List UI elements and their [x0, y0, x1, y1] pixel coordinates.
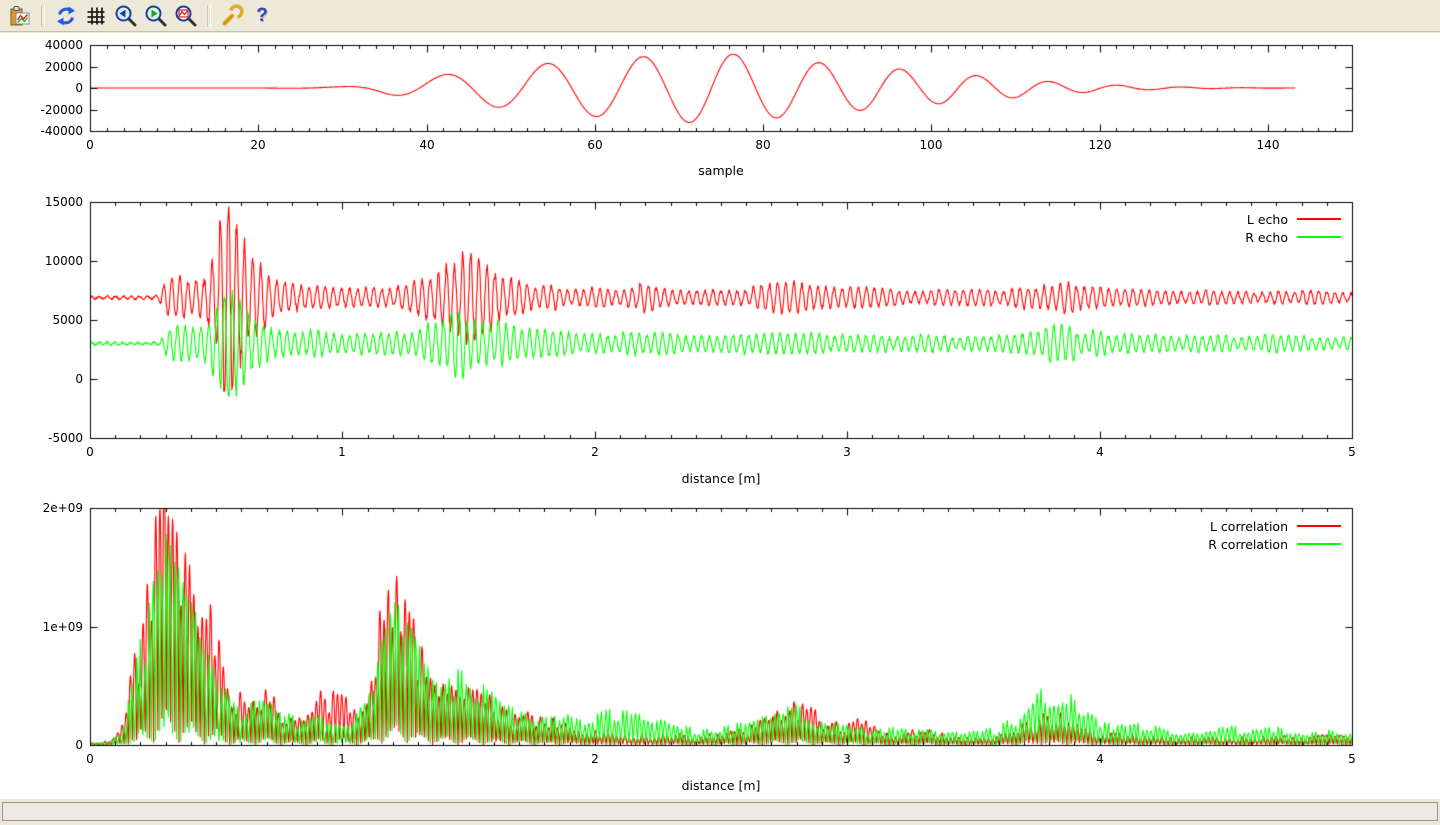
- x-axis-label-distance-correlation: distance [m]: [681, 778, 761, 793]
- copy-to-clipboard-button[interactable]: [6, 2, 34, 29]
- legend-label: R echo: [1245, 229, 1288, 245]
- legend-line-sample: [1297, 543, 1341, 545]
- legend-label: R correlation: [1208, 536, 1288, 552]
- legend-entry: R echo: [1091, 228, 1341, 246]
- plot-canvas[interactable]: [0, 33, 1440, 798]
- legend-entry: R correlation: [1091, 535, 1341, 553]
- toggle-grid-button[interactable]: [82, 2, 110, 29]
- legend-correlation: L correlation R correlation: [1091, 517, 1341, 553]
- legend-label: L echo: [1246, 211, 1288, 227]
- refresh-icon: [57, 6, 75, 25]
- configure-button[interactable]: [218, 2, 246, 29]
- help-button[interactable]: ?: [248, 2, 276, 29]
- grid-icon: [87, 7, 105, 24]
- zoom-previous-button[interactable]: [112, 2, 140, 29]
- toolbar-separator: [207, 4, 211, 27]
- zoom-previous-icon: [115, 5, 137, 26]
- zoom-next-button[interactable]: [142, 2, 170, 29]
- apply-autoscale-button[interactable]: [172, 2, 200, 29]
- legend-echo: L echo R echo: [1091, 210, 1341, 246]
- zoom-autoscale-icon: [175, 5, 197, 26]
- plot-region: 0 20 40 60 80 100 120 140 -40000 -20000 0 20000 4000…: [0, 33, 1440, 798]
- legend-line-sample: [1297, 525, 1341, 527]
- toolbar-separator: [41, 4, 45, 27]
- legend-entry: L correlation: [1091, 517, 1341, 535]
- replot-button[interactable]: [52, 2, 80, 29]
- status-bar: [0, 798, 1440, 825]
- clipboard-plot-icon: [10, 5, 30, 25]
- toolbar: ?: [0, 0, 1440, 32]
- legend-line-sample: [1297, 236, 1341, 238]
- help-icon: ?: [256, 5, 268, 26]
- wrench-icon: [222, 3, 244, 26]
- status-field: [2, 802, 1438, 821]
- legend-line-sample: [1297, 218, 1341, 220]
- zoom-next-icon: [145, 5, 167, 26]
- legend-label: L correlation: [1209, 518, 1288, 534]
- x-axis-label-sample: sample: [698, 163, 744, 178]
- x-axis-label-distance-echo: distance [m]: [681, 471, 761, 486]
- legend-entry: L echo: [1091, 210, 1341, 228]
